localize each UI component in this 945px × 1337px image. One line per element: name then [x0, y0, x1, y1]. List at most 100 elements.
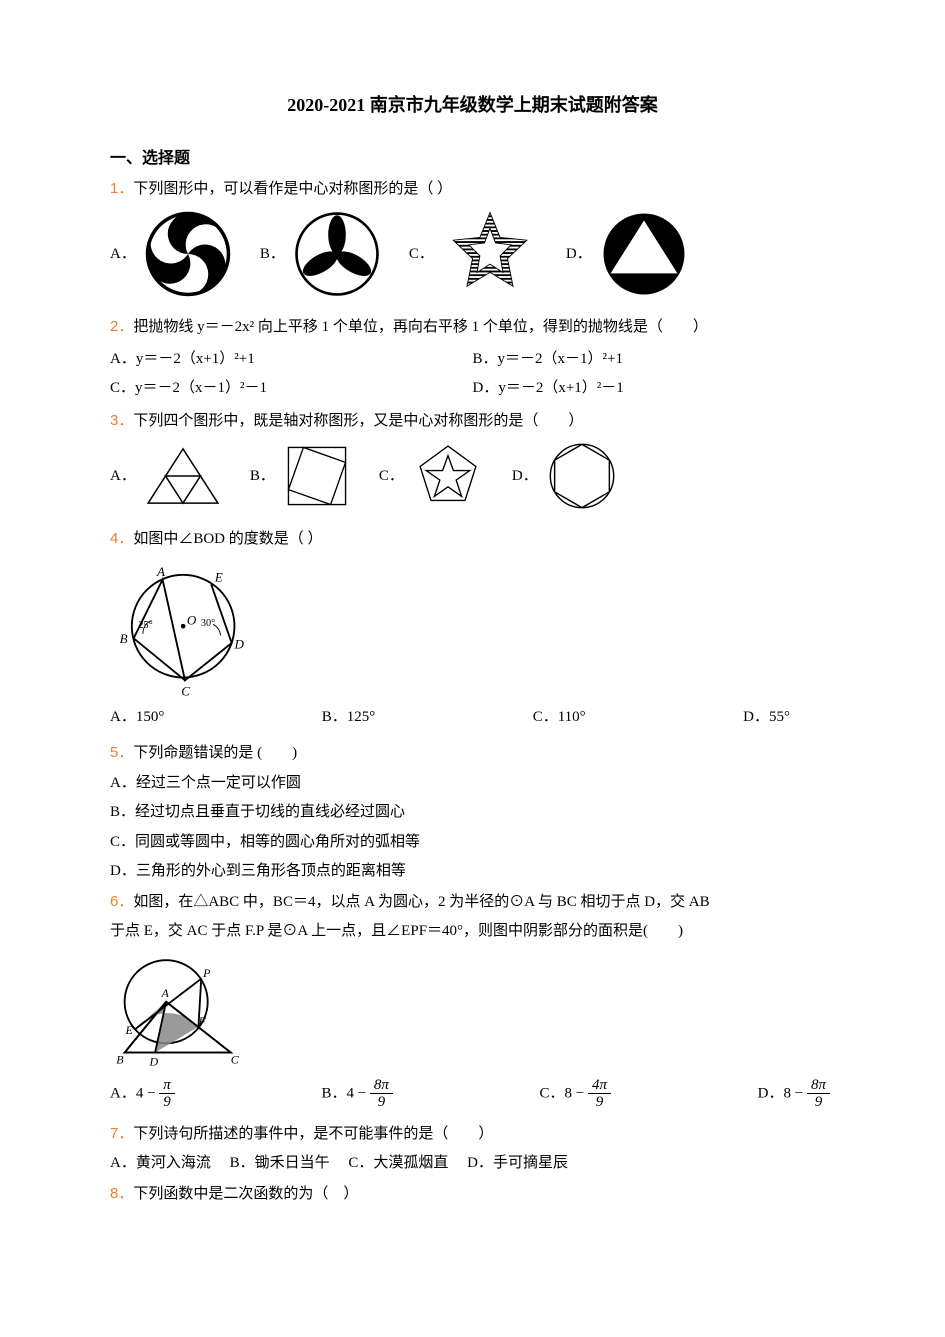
- q3-d-icon: [546, 440, 618, 512]
- q5-options: A．经过三个点一定可以作圆 B．经过切点且垂直于切线的直线必经过圆心 C．同圆或…: [110, 771, 835, 885]
- q6-label-a: A: [161, 986, 170, 1000]
- q4-label-o: O: [187, 612, 197, 627]
- q4-number: 4．: [110, 530, 133, 547]
- q6-figure: A P E F B D C: [110, 951, 835, 1071]
- q6-d-pre: D．8 −: [758, 1085, 804, 1101]
- q3-b-icon: [283, 442, 351, 510]
- section-heading: 一、选择题: [110, 145, 835, 172]
- q3-b-letter: B．: [250, 464, 275, 490]
- q4-option-b: B．125°: [322, 705, 376, 731]
- q1-number: 1．: [110, 180, 133, 197]
- q3-d-letter: D．: [512, 464, 538, 490]
- q2-stem: 2．把抛物线 y＝－2x² 向上平移 1 个单位，再向右平移 1 个单位，得到的…: [110, 314, 835, 341]
- q3-a-letter: A．: [110, 464, 136, 490]
- q1-d-icon: [600, 210, 688, 298]
- q7-option-b: B．锄禾日当午: [230, 1155, 330, 1171]
- q3-option-d: D．: [512, 440, 618, 512]
- q6-option-d: D．8 − 8π9: [758, 1077, 830, 1111]
- q7-option-d: D．手可摘星辰: [467, 1155, 568, 1171]
- q3-stem: 3．下列四个图形中，既是轴对称图形，又是中心对称图形的是（ ）: [110, 408, 835, 435]
- q3-option-c: C．: [379, 442, 484, 510]
- q4-label-a: A: [156, 564, 166, 579]
- q4-figure: A E B D C O 25° 30°: [110, 559, 835, 699]
- q6-label-bb: B: [116, 1052, 124, 1066]
- q6-label-cc: C: [231, 1052, 240, 1066]
- q7-text: 下列诗句所描述的事件中，是不可能事件的是（ ）: [133, 1126, 493, 1142]
- q1-option-d: D．: [566, 210, 688, 298]
- q1-c-letter: C．: [409, 242, 434, 268]
- q2-number: 2．: [110, 318, 133, 335]
- q7-number: 7．: [110, 1125, 133, 1142]
- q6-d-frac: 8π9: [807, 1077, 830, 1111]
- q6-b-frac: 8π9: [370, 1077, 393, 1111]
- q4-label-c: C: [181, 683, 190, 698]
- q4-option-c: C．110°: [533, 705, 586, 731]
- q2-option-a: A．y＝－2（x+1）²+1: [110, 345, 473, 375]
- q1-text: 下列图形中，可以看作是中心对称图形的是（ ）: [133, 181, 452, 197]
- q6-label-e: E: [125, 1023, 134, 1037]
- q2-option-b: B．y＝－2（x－1）²+1: [473, 345, 836, 375]
- q1-a-icon: [144, 210, 232, 298]
- q3-options: A． B． C． D．: [110, 440, 835, 512]
- q6-label-d: D: [149, 1054, 159, 1068]
- q6-label-p: P: [202, 966, 211, 980]
- q6-option-b: B．4 − 8π9: [321, 1077, 392, 1111]
- q5-stem: 5．下列命题错误的是 ( ): [110, 740, 835, 767]
- q3-option-a: A．: [110, 445, 222, 507]
- q3-text: 下列四个图形中，既是轴对称图形，又是中心对称图形的是（ ）: [133, 413, 583, 429]
- q6-option-a: A．4 − π9: [110, 1077, 175, 1111]
- q4-options: A．150° B．125° C．110° D．55°: [110, 705, 790, 731]
- q4-text: 如图中∠BOD 的度数是（ ）: [133, 531, 322, 547]
- q6-a-pre: A．4 −: [110, 1085, 156, 1101]
- q4-angle-30: 30°: [201, 618, 215, 629]
- q7-option-c: C．大漠孤烟直: [348, 1155, 448, 1171]
- q1-c-icon: [442, 208, 538, 300]
- q6-stem-line1: 6．如图，在△ABC 中，BC＝4，以点 A 为圆心，2 为半径的⊙A 与 BC…: [110, 889, 835, 916]
- q5-option-a: A．经过三个点一定可以作圆: [110, 771, 835, 797]
- q2-options: A．y＝－2（x+1）²+1 B．y＝－2（x－1）²+1 C．y＝－2（x－1…: [110, 345, 835, 404]
- q1-b-letter: B．: [260, 242, 285, 268]
- q8-stem: 8．下列函数中是二次函数的为（ ）: [110, 1181, 835, 1208]
- q5-option-d: D．三角形的外心到三角形各顶点的距离相等: [110, 859, 835, 885]
- q6-number: 6．: [110, 893, 133, 910]
- q7-option-a: A．黄河入海流: [110, 1155, 211, 1171]
- q3-c-letter: C．: [379, 464, 404, 490]
- q6-c-frac: 4π9: [588, 1077, 611, 1111]
- q1-d-letter: D．: [566, 242, 592, 268]
- q4-stem: 4．如图中∠BOD 的度数是（ ）: [110, 526, 835, 553]
- q5-text: 下列命题错误的是 ( ): [133, 745, 297, 761]
- q6-label-f: F: [197, 1014, 206, 1028]
- q6-text2: 于点 E，交 AC 于点 F.P 是⊙A 上一点，且∠EPF＝40°，则图中阴影…: [110, 923, 683, 939]
- q6-a-frac: π9: [159, 1077, 175, 1111]
- q5-option-c: C．同圆或等圆中，相等的圆心角所对的弧相等: [110, 830, 835, 856]
- q3-option-b: B．: [250, 442, 351, 510]
- q8-number: 8．: [110, 1185, 133, 1202]
- q4-label-b: B: [120, 631, 128, 646]
- q6-stem-line2: 于点 E，交 AC 于点 F.P 是⊙A 上一点，且∠EPF＝40°，则图中阴影…: [110, 919, 835, 945]
- q1-option-a: A．: [110, 210, 232, 298]
- q8-text: 下列函数中是二次函数的为（ ）: [133, 1186, 358, 1202]
- q1-a-letter: A．: [110, 242, 136, 268]
- page-title: 2020-2021 南京市九年级数学上期末试题附答案: [110, 90, 835, 121]
- q4-label-d: D: [233, 636, 244, 651]
- q4-option-a: A．150°: [110, 705, 164, 731]
- q1-options: A． B． C．: [110, 208, 835, 300]
- q2-text: 把抛物线 y＝－2x² 向上平移 1 个单位，再向右平移 1 个单位，得到的抛物…: [133, 319, 708, 335]
- q1-b-icon: [293, 210, 381, 298]
- q4-option-d: D．55°: [743, 705, 790, 731]
- q7-stem: 7．下列诗句所描述的事件中，是不可能事件的是（ ）: [110, 1121, 835, 1148]
- q6-c-pre: C．8 −: [540, 1085, 585, 1101]
- q1-stem: 1．下列图形中，可以看作是中心对称图形的是（ ）: [110, 176, 835, 203]
- q1-option-c: C．: [409, 208, 538, 300]
- q6-option-c: C．8 − 4π9: [540, 1077, 611, 1111]
- q5-number: 5．: [110, 744, 133, 761]
- q1-option-b: B．: [260, 210, 381, 298]
- q3-c-icon: [412, 442, 484, 510]
- q3-number: 3．: [110, 412, 133, 429]
- q6-options: A．4 − π9 B．4 − 8π9 C．8 − 4π9 D．8 − 8π9: [110, 1077, 830, 1111]
- q6-b-pre: B．4 −: [321, 1085, 366, 1101]
- q2-option-d: D．y＝－2（x+1）²－1: [473, 374, 836, 404]
- q3-a-icon: [144, 445, 222, 507]
- q6-text1: 如图，在△ABC 中，BC＝4，以点 A 为圆心，2 为半径的⊙A 与 BC 相…: [133, 894, 709, 910]
- q4-label-e: E: [214, 569, 223, 584]
